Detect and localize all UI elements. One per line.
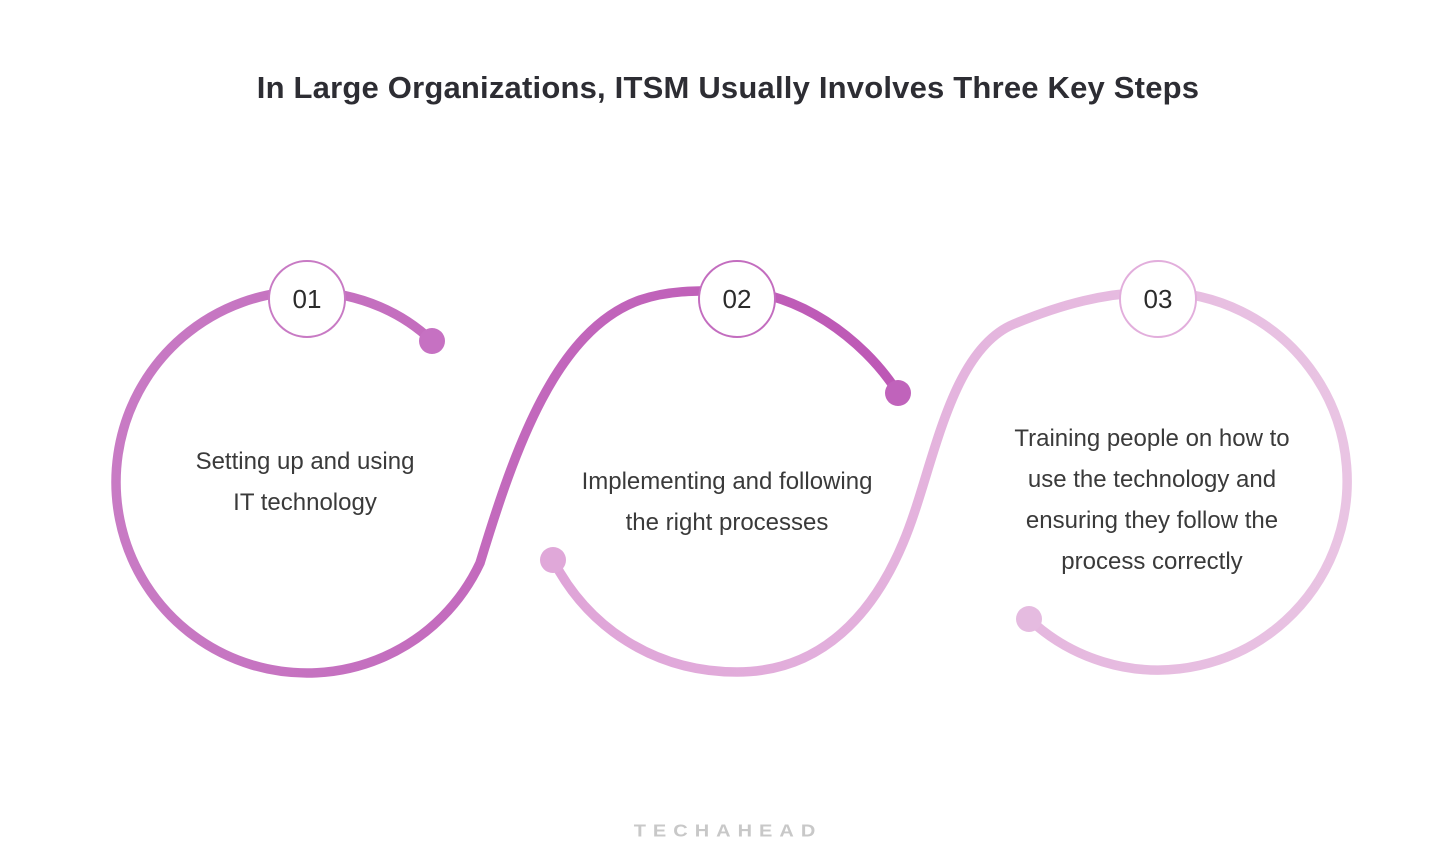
step-text-1: Setting up and using IT technology [125,441,485,523]
step-text-3: Training people on how to use the techno… [962,418,1342,582]
techahead-logo: TECHAHEAD [633,821,823,841]
wave-dot-4 [1016,606,1042,632]
step-number-3: 03 [1144,284,1173,314]
wave-dot-1 [419,328,445,354]
step-text-3-line-4: process correctly [1061,548,1243,575]
step-badge-2 [698,260,776,338]
step-number-2: 02 [723,284,752,314]
step-text-3-line-1: Training people on how to [1014,425,1290,452]
step-text-3-line-3: ensuring they follow the [1025,507,1279,534]
step-text-2: Implementing and following the right pro… [527,461,927,543]
wave-segment-dark [111,286,903,678]
page-title: In Large Organizations, ITSM Usually Inv… [256,70,1200,105]
step-text-2-line-1: Implementing and following [581,468,873,495]
step-text-2-line-2: the right processes [625,509,829,536]
wave-dot-3 [540,547,566,573]
step-text-1-line-1: Setting up and using [195,448,415,475]
step-text-3-line-2: use the technology and [1027,466,1277,493]
step-number-1: 01 [293,284,322,314]
step-text-1-line-2: IT technology [233,489,377,516]
wave-dot-2 [885,380,911,406]
step-badge-1 [268,260,346,338]
step-badge-3 [1119,260,1197,338]
